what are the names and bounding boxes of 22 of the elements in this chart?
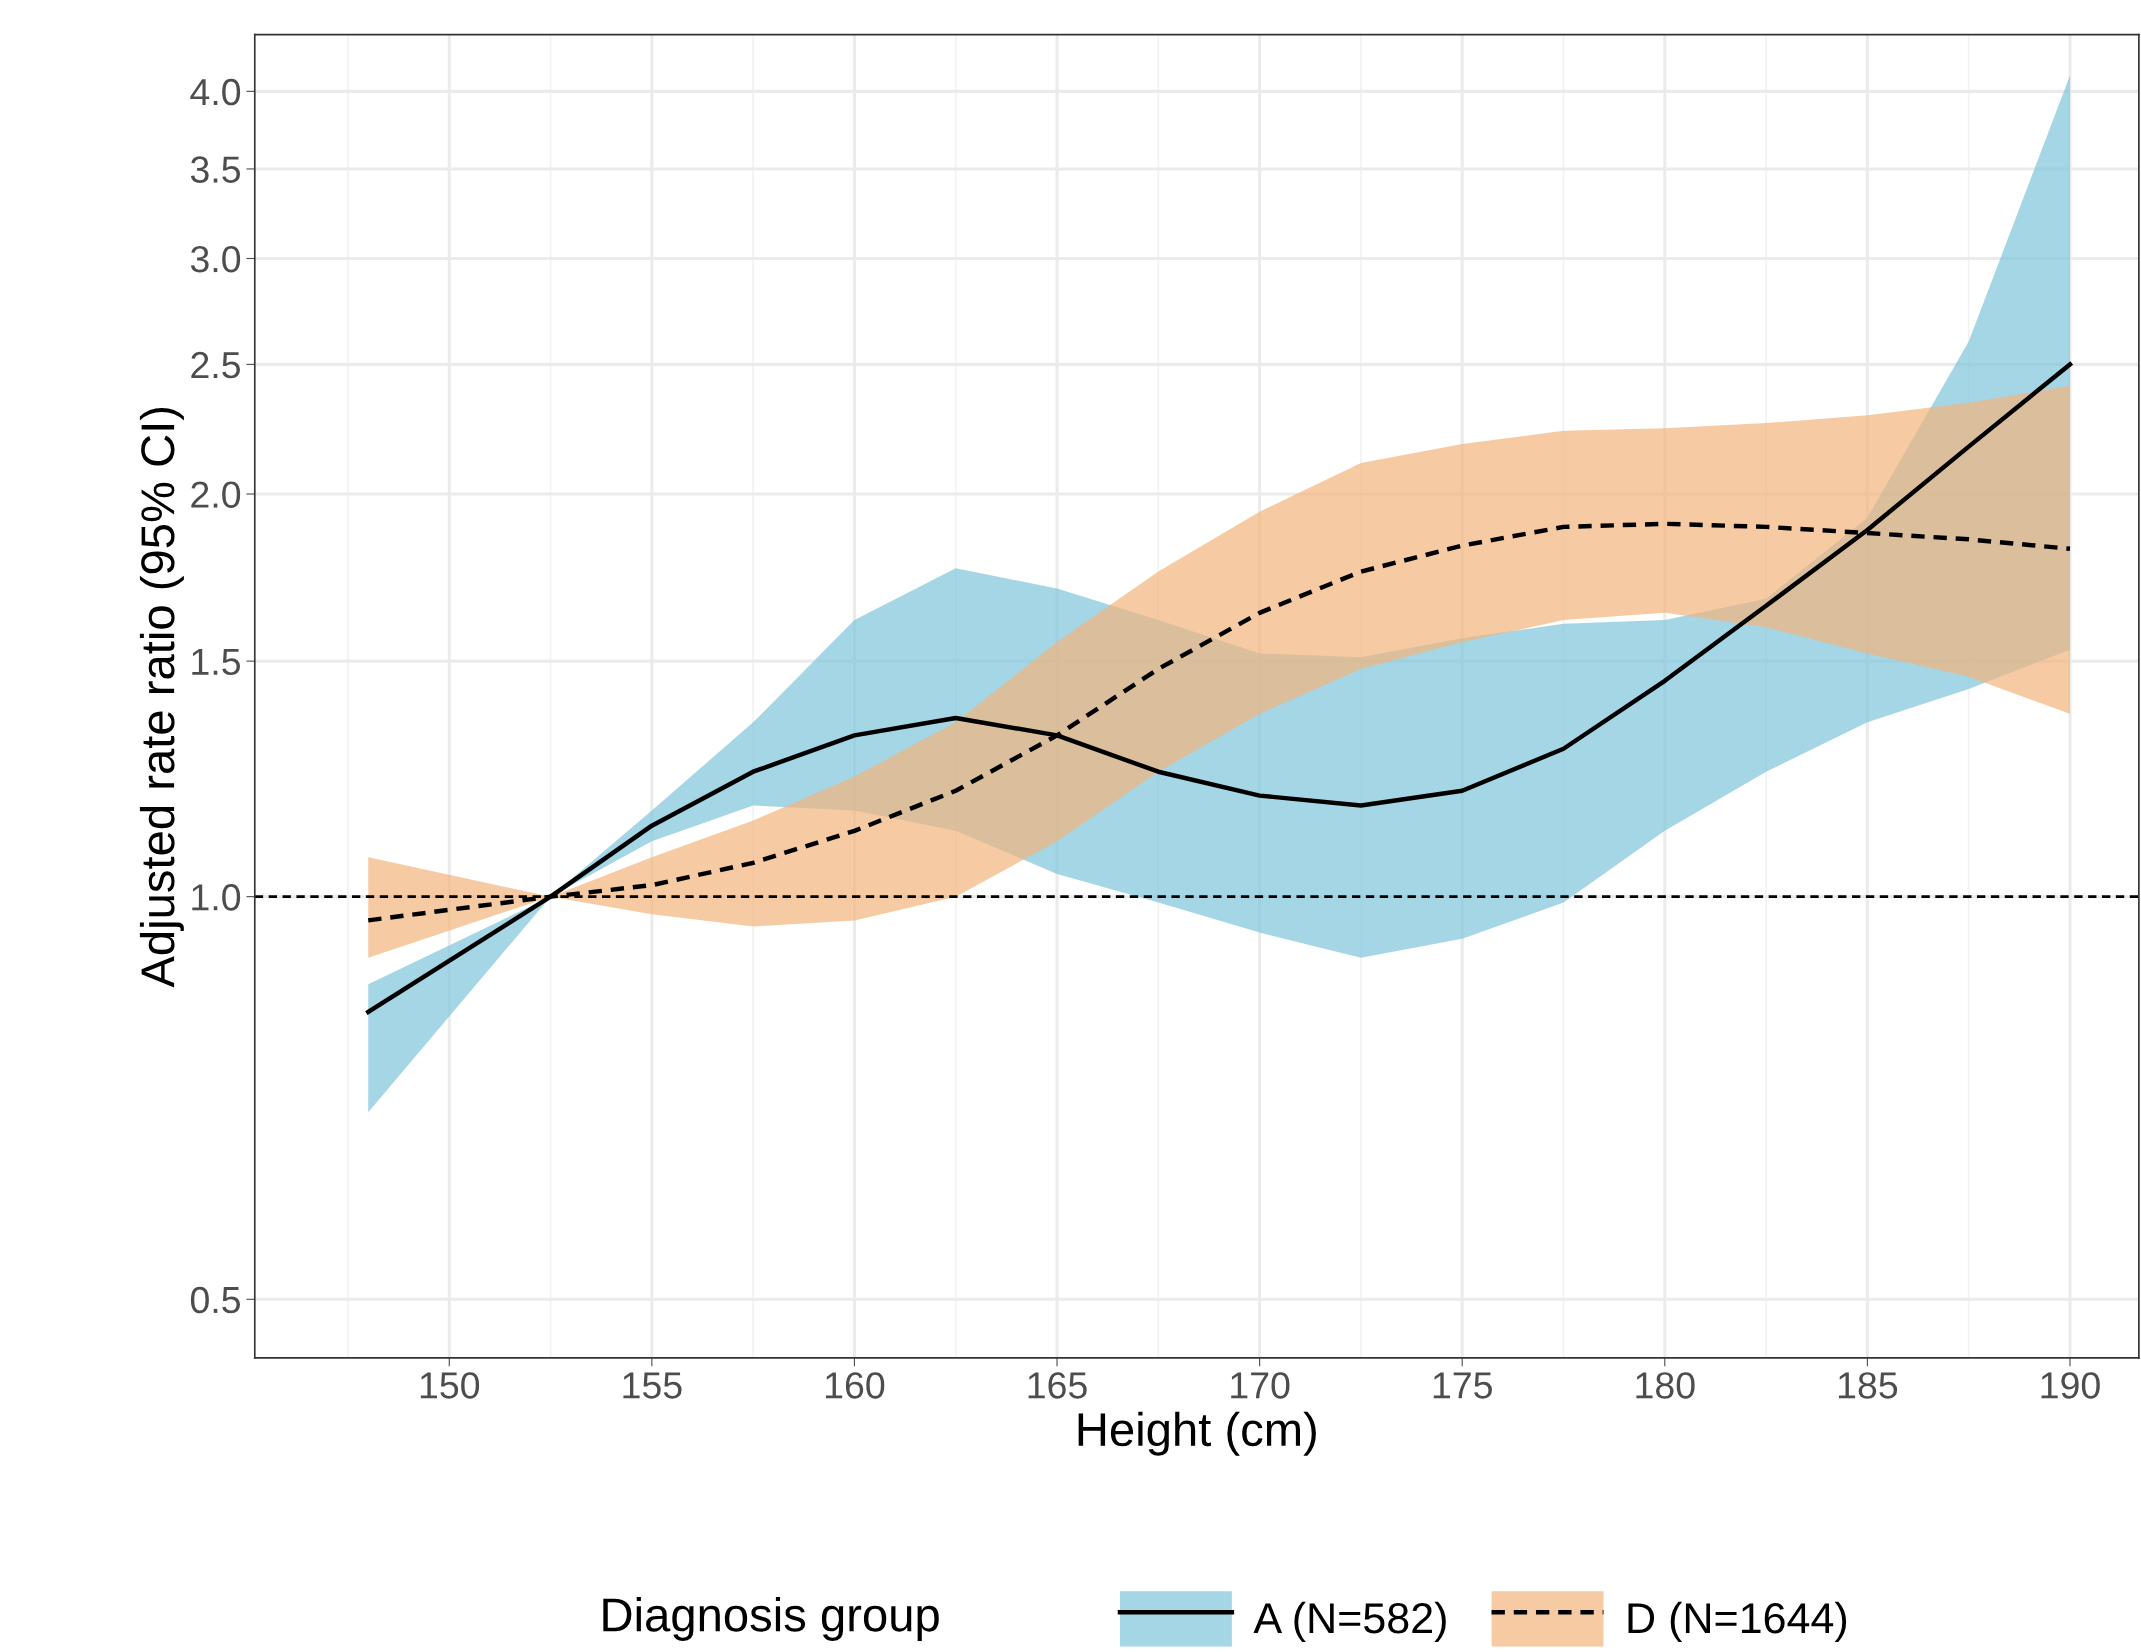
x-tick-label: 160 <box>826 1372 885 1399</box>
y-tick-label: 3.0 <box>190 245 241 273</box>
x-tick-label: 175 <box>1433 1372 1492 1399</box>
y-axis-title: Adjusted rate ratio (95% CI) <box>139 407 184 988</box>
legend-label: D (N=1644) <box>1628 1601 1847 1642</box>
x-tick-label: 165 <box>1028 1372 1087 1399</box>
x-tick-label: 180 <box>1636 1372 1695 1399</box>
x-axis-title: Height (cm) <box>1078 1411 1316 1456</box>
x-tick-label: 185 <box>1838 1372 1898 1399</box>
y-tick-label: 3.5 <box>190 156 241 183</box>
x-tick-label: 190 <box>2041 1372 2100 1399</box>
y-tick-label: 2.0 <box>191 481 241 508</box>
legend-title: Diagnosis group <box>603 1596 939 1641</box>
y-tick-label: 2.5 <box>191 351 241 379</box>
y-tick-label: 4.0 <box>190 78 241 106</box>
legend-label: A (N=582) <box>1253 1601 1446 1642</box>
x-tick-label: 170 <box>1231 1372 1290 1399</box>
y-tick-label: 0.5 <box>190 1286 241 1314</box>
y-tick-label: 1.5 <box>192 648 241 676</box>
x-tick-label: 150 <box>420 1372 480 1399</box>
y-tick-label: 1.0 <box>192 884 241 911</box>
x-tick-label: 155 <box>623 1372 682 1399</box>
